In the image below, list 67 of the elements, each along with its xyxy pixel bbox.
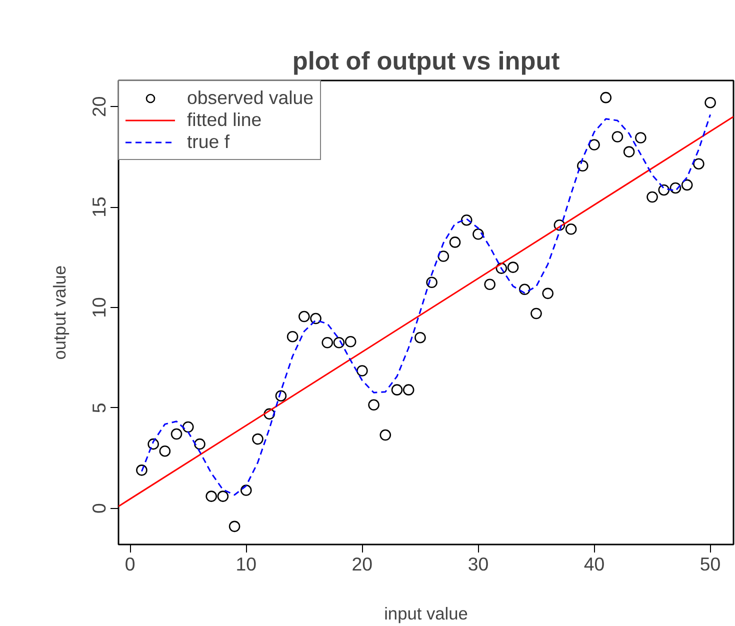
x-tick-label: 40 xyxy=(584,554,605,574)
point xyxy=(426,276,438,288)
point xyxy=(507,262,519,273)
legend-label: fitted line xyxy=(187,109,262,131)
x-tick-label: 30 xyxy=(468,554,489,574)
point xyxy=(565,224,577,235)
x-tick-label: 20 xyxy=(352,554,373,574)
point xyxy=(217,490,229,502)
point xyxy=(670,182,682,194)
point xyxy=(356,365,368,376)
point xyxy=(402,384,414,396)
point xyxy=(333,336,345,348)
point xyxy=(310,312,322,324)
chart-title: plot of output vs input xyxy=(292,48,560,76)
point xyxy=(496,262,508,274)
point xyxy=(704,96,716,108)
x-axis-title: input value xyxy=(384,604,468,624)
point xyxy=(194,438,206,450)
x-tick-label: 0 xyxy=(124,554,136,574)
point xyxy=(240,484,252,496)
point xyxy=(159,445,171,457)
point xyxy=(542,288,554,300)
point xyxy=(460,214,472,226)
point xyxy=(472,228,484,240)
y-tick-label: 5 xyxy=(88,402,110,414)
y-tick-label: 10 xyxy=(88,297,110,318)
point xyxy=(368,399,380,411)
point xyxy=(322,336,334,348)
point xyxy=(681,179,693,191)
point xyxy=(577,160,588,172)
point xyxy=(530,308,542,320)
point xyxy=(438,250,450,262)
y-tick-label: 0 xyxy=(88,503,110,514)
y-axis-title: output value xyxy=(50,265,70,360)
point xyxy=(391,384,403,396)
point xyxy=(588,139,600,150)
y-tick-label: 15 xyxy=(88,196,110,218)
point xyxy=(612,131,624,142)
x-tick-label: 10 xyxy=(236,554,257,574)
point xyxy=(658,184,670,196)
point xyxy=(635,132,646,144)
point xyxy=(600,92,612,104)
point xyxy=(170,428,182,440)
point xyxy=(344,336,356,348)
point xyxy=(148,438,159,450)
point xyxy=(252,433,264,445)
point xyxy=(646,191,658,203)
point xyxy=(136,464,148,476)
point xyxy=(228,520,240,532)
point xyxy=(286,330,298,342)
legend-label: true f xyxy=(187,131,230,153)
point xyxy=(298,310,310,322)
point xyxy=(449,236,461,248)
point xyxy=(206,490,217,502)
point xyxy=(182,421,194,433)
point xyxy=(414,332,426,344)
point xyxy=(693,158,704,170)
x-tick-label: 50 xyxy=(700,554,721,574)
point xyxy=(623,146,635,158)
point xyxy=(484,278,496,290)
y-tick-label: 20 xyxy=(88,96,110,117)
point xyxy=(554,219,566,231)
legend-label: observed value xyxy=(187,87,314,109)
point xyxy=(380,429,392,441)
point xyxy=(518,284,530,296)
point xyxy=(275,390,287,402)
point xyxy=(264,408,275,420)
